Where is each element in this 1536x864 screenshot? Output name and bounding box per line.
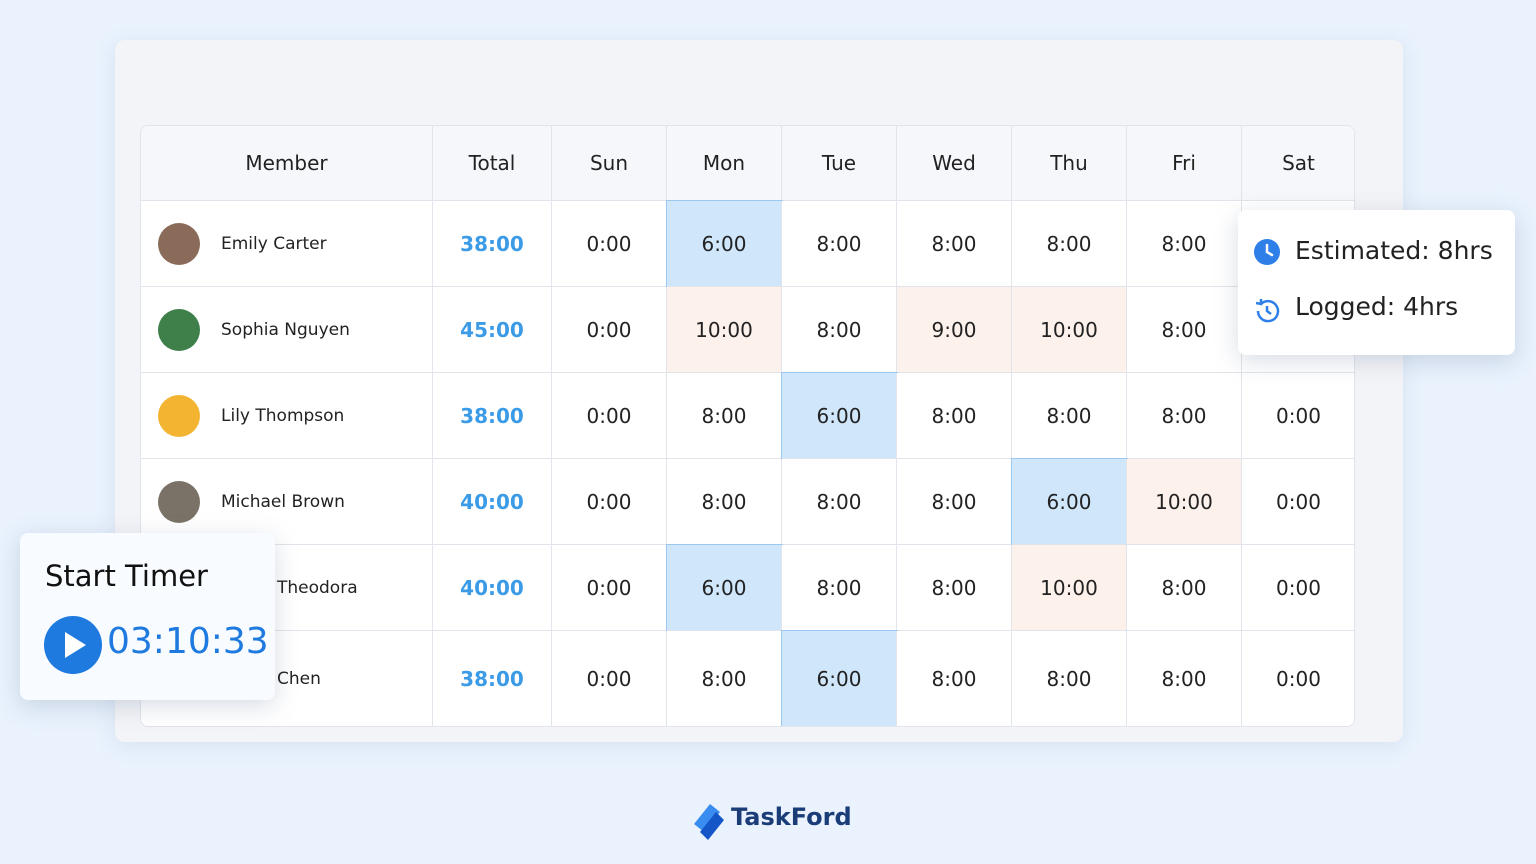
day-hours: 0:00	[552, 287, 667, 373]
avatar	[158, 394, 200, 437]
day-hours: 8:00	[667, 631, 782, 726]
day-hours: 8:00	[1127, 545, 1242, 631]
day-hours: 8:00	[897, 631, 1012, 726]
day-hours: 0:00	[1242, 631, 1354, 726]
column-header: Total	[433, 126, 552, 201]
estimated-text: Estimated: 8hrs	[1295, 236, 1493, 265]
brand-name: TaskFord	[731, 803, 852, 831]
day-hours: 8:00	[1127, 201, 1242, 287]
avatar	[158, 222, 200, 265]
day-hours: 0:00	[552, 459, 667, 545]
total-hours: 45:00	[433, 287, 552, 373]
day-hours: 0:00	[552, 373, 667, 459]
day-hours: 0:00	[1242, 373, 1354, 459]
day-hours: 8:00	[897, 201, 1012, 287]
day-hours: 8:00	[667, 459, 782, 545]
avatar	[158, 308, 200, 351]
total-hours: 38:00	[433, 201, 552, 287]
estimate-popup: Estimated: 8hrs Logged: 4hrs	[1238, 210, 1515, 355]
brand-logo	[694, 804, 724, 840]
column-header: Sat	[1242, 126, 1354, 201]
member-name: Chen	[141, 631, 433, 726]
member-name: Sophia Nguyen	[141, 287, 433, 373]
day-hours: 8:00	[782, 201, 897, 287]
day-hours: 8:00	[782, 459, 897, 545]
member-name: Michael Brown	[141, 459, 433, 545]
brand: TaskFord	[690, 798, 860, 842]
column-header: Fri	[1127, 126, 1242, 201]
avatar	[158, 480, 200, 523]
day-hours: 0:00	[552, 545, 667, 631]
day-hours: 8:00	[782, 545, 897, 631]
column-header: Member	[141, 126, 433, 201]
logged-text: Logged: 4hrs	[1295, 292, 1459, 321]
column-header: Thu	[1012, 126, 1127, 201]
day-hours: 6:00	[666, 544, 783, 632]
column-header: Wed	[897, 126, 1012, 201]
day-hours: 0:00	[1242, 459, 1354, 545]
day-hours: 10:00	[1012, 545, 1127, 631]
day-hours: 10:00	[1012, 287, 1127, 373]
timer-time: 03:10:33	[107, 621, 269, 662]
day-hours: 8:00	[897, 545, 1012, 631]
day-hours: 6:00	[666, 200, 783, 288]
total-hours: 38:00	[433, 631, 552, 726]
day-hours: 8:00	[782, 287, 897, 373]
day-hours: 8:00	[897, 373, 1012, 459]
timesheet-table: Member Total Sun Mon Tue Wed Thu Fri Sat Emily Ca…	[140, 125, 1355, 727]
day-hours: 8:00	[1012, 373, 1127, 459]
member-name: Lily Thompson	[141, 373, 433, 459]
day-hours: 8:00	[1127, 631, 1242, 726]
total-hours: 38:00	[433, 373, 552, 459]
day-hours: 0:00	[552, 631, 667, 726]
day-hours: 8:00	[1127, 373, 1242, 459]
day-hours: 10:00	[1127, 459, 1242, 545]
day-hours: 0:00	[552, 201, 667, 287]
member-name: Emily Carter	[141, 201, 433, 287]
day-hours: 8:00	[1012, 631, 1127, 726]
day-hours: 8:00	[1127, 287, 1242, 373]
total-hours: 40:00	[433, 545, 552, 631]
day-hours: 9:00	[897, 287, 1012, 373]
day-hours: 0:00	[1242, 545, 1354, 631]
clock-icon	[1254, 239, 1280, 265]
history-icon	[1255, 299, 1280, 323]
day-hours: 10:00	[667, 287, 782, 373]
day-hours: 8:00	[667, 373, 782, 459]
day-hours: 8:00	[897, 459, 1012, 545]
day-hours: 6:00	[1011, 458, 1128, 546]
column-header: Mon	[667, 126, 782, 201]
column-header: Sun	[552, 126, 667, 201]
day-hours: 6:00	[781, 630, 898, 726]
play-button[interactable]	[43, 615, 103, 675]
timer-label: Start Timer	[45, 559, 208, 593]
column-header: Tue	[782, 126, 897, 201]
timer-popup: Start Timer 03:10:33	[20, 533, 275, 700]
day-hours: 6:00	[781, 372, 898, 460]
day-hours: 8:00	[1012, 201, 1127, 287]
member-name: Theodora	[141, 545, 433, 631]
total-hours: 40:00	[433, 459, 552, 545]
